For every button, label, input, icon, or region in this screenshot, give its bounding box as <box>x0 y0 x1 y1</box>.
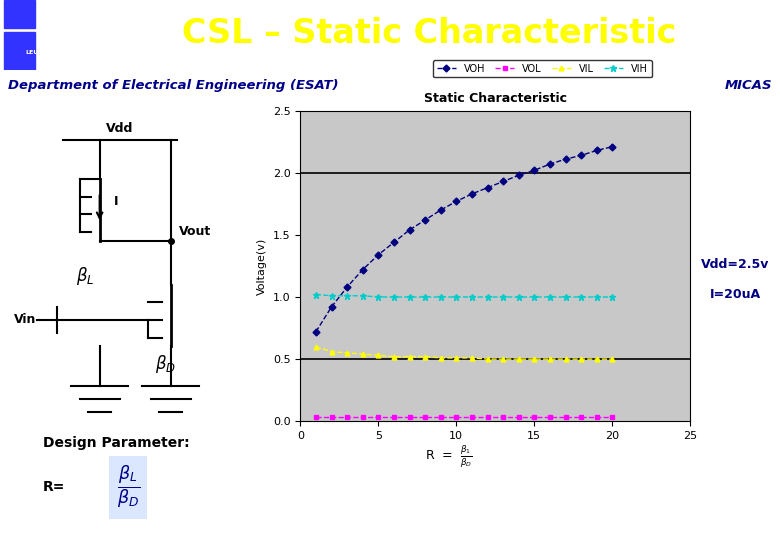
Text: Vdd=2.5v: Vdd=2.5v <box>701 258 769 271</box>
Title: Static Characteristic: Static Characteristic <box>424 92 567 105</box>
Text: $\frac{\beta_L}{\beta_D}$: $\frac{\beta_L}{\beta_D}$ <box>116 463 140 511</box>
Text: Vdd: Vdd <box>106 122 133 135</box>
Text: R  =  $\frac{\beta_1}{\beta_D}$: R = $\frac{\beta_1}{\beta_D}$ <box>424 443 473 469</box>
Bar <box>4 0 35 28</box>
Text: LEUVEN: LEUVEN <box>25 50 53 55</box>
Text: I=20uA: I=20uA <box>710 288 760 301</box>
Bar <box>4 31 35 70</box>
Text: $\beta_L$: $\beta_L$ <box>76 265 94 287</box>
Text: R=: R= <box>43 480 65 494</box>
Text: CSL – Static Characteristic: CSL – Static Characteristic <box>182 17 676 50</box>
Text: $\beta_D$: $\beta_D$ <box>154 353 176 375</box>
Text: I: I <box>114 194 119 207</box>
Text: Department of Electrical Engineering (ESAT): Department of Electrical Engineering (ES… <box>8 78 339 92</box>
Text: MICAS: MICAS <box>725 78 772 92</box>
Text: Vin: Vin <box>14 313 37 327</box>
Legend: VOH, VOL, VIL, VIH: VOH, VOL, VIL, VIH <box>433 60 651 77</box>
Text: Design Parameter:: Design Parameter: <box>43 436 190 450</box>
Y-axis label: Voltage(v): Voltage(v) <box>257 237 268 295</box>
Text: Vout: Vout <box>179 225 211 239</box>
